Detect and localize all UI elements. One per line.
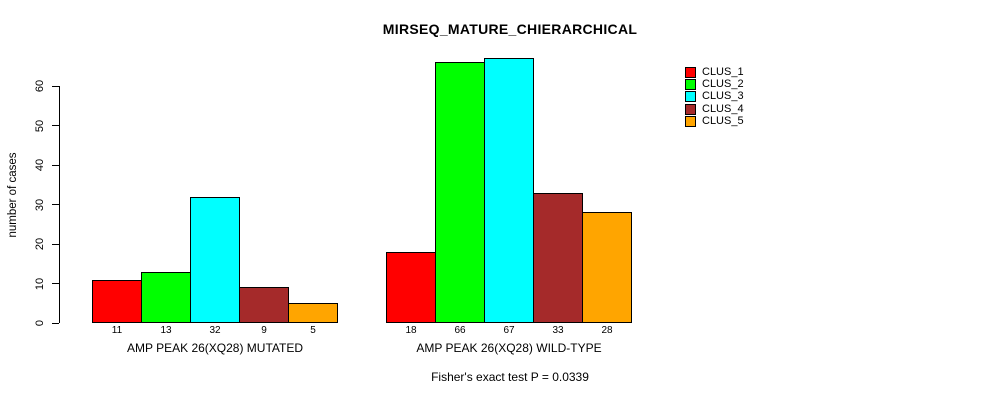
bar-clus_4-group1 [239, 287, 289, 323]
bar-value-label: 9 [261, 325, 267, 336]
legend-item-clus_5: CLUS_5 [685, 115, 744, 128]
y-axis-line [59, 86, 60, 323]
bar-value-label: 67 [503, 325, 515, 336]
legend-item-clus_2: CLUS_2 [685, 78, 744, 91]
legend-swatch-icon [685, 66, 696, 78]
bar-value-label: 32 [209, 325, 221, 336]
legend: CLUS_1 CLUS_2 CLUS_3 CLUS_4 CLUS_5 [685, 66, 744, 128]
bar-clus_2-group1 [141, 271, 191, 323]
y-tick-mark [52, 283, 59, 284]
y-tick-label: 0 [34, 319, 46, 327]
bar-value-label: 33 [552, 325, 564, 336]
bar-value-label: 28 [601, 325, 613, 336]
y-tick-label: 30 [34, 198, 46, 211]
y-tick-label: 20 [34, 237, 46, 251]
y-tick-mark [52, 85, 59, 87]
bar-clus_5-group2 [582, 212, 632, 323]
y-tick-label: 10 [34, 277, 46, 290]
legend-item-clus_3: CLUS_3 [685, 91, 744, 103]
fisher-test-caption: Fisher's exact test P = 0.0339 [431, 370, 589, 384]
legend-item-clus_4: CLUS_4 [685, 103, 744, 115]
legend-swatch-icon [685, 91, 696, 103]
y-tick-label: 50 [34, 119, 46, 132]
bar-value-label: 5 [310, 325, 316, 336]
group-label-1: AMP PEAK 26(XQ28) MUTATED [126, 341, 304, 355]
bar-clus_4-group2 [533, 192, 583, 323]
legend-label: CLUS_3 [702, 90, 744, 103]
bar-value-label: 66 [454, 325, 466, 336]
y-tick-mark [52, 322, 59, 324]
chart-title: MIRSEQ_MATURE_CHIERARCHICAL [382, 21, 638, 37]
bar-value-label: 13 [160, 325, 172, 336]
y-tick-mark [52, 125, 59, 126]
legend-label: CLUS_4 [702, 102, 744, 115]
group-label-2: AMP PEAK 26(XQ28) WILD-TYPE [416, 341, 602, 355]
legend-swatch-icon [685, 116, 696, 128]
legend-label: CLUS_5 [702, 115, 744, 128]
legend-label: CLUS_1 [702, 65, 744, 78]
bar-value-label: 18 [405, 325, 417, 336]
legend-item-clus_1: CLUS_1 [685, 66, 744, 78]
bar-value-label: 11 [111, 325, 123, 336]
y-tick-mark [52, 204, 59, 205]
bar-clus_5-group1 [288, 303, 338, 323]
bar-clus_1-group1 [92, 279, 142, 323]
bar-clus_1-group2 [386, 251, 436, 323]
y-axis-title: number of cases [7, 152, 19, 238]
legend-swatch-icon [685, 79, 696, 91]
y-tick-label: 60 [34, 79, 46, 93]
bar-clus_3-group1 [190, 196, 240, 323]
y-tick-mark [52, 243, 59, 245]
bar-clus_2-group2 [435, 62, 485, 323]
legend-label: CLUS_2 [702, 78, 744, 91]
y-tick-label: 40 [34, 158, 46, 172]
bar-clus_3-group2 [484, 58, 534, 323]
y-tick-mark [52, 164, 59, 166]
legend-swatch-icon [685, 103, 696, 115]
